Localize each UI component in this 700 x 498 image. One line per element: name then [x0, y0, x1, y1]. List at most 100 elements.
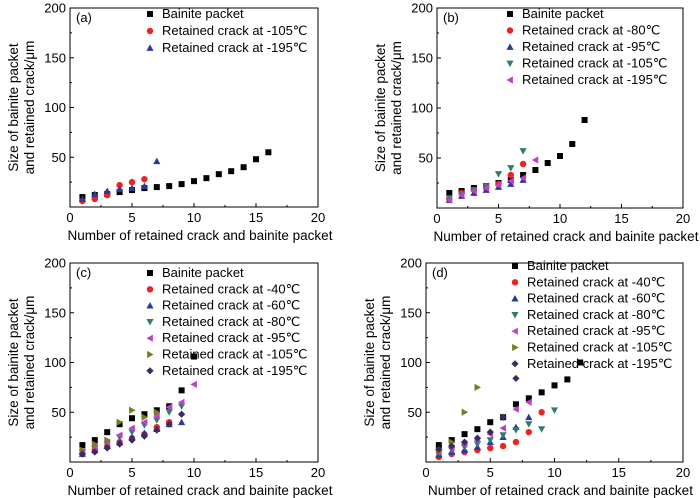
legend-label: Retained crack at -80℃ — [522, 23, 660, 38]
data-point — [512, 427, 520, 434]
data-point — [165, 420, 173, 428]
data-point — [79, 442, 86, 449]
y-tick-label: 50 — [419, 151, 433, 166]
data-point — [435, 445, 443, 453]
x-tick-label: 10 — [547, 465, 561, 480]
x-tick-label: 0 — [433, 211, 440, 226]
y-tick-label: 150 — [400, 305, 422, 320]
series-6 — [435, 383, 481, 455]
data-point — [128, 424, 135, 432]
data-point — [448, 442, 456, 450]
y-tick-label: 200 — [400, 256, 422, 271]
data-point — [499, 413, 507, 421]
data-point — [153, 426, 161, 434]
series-3 — [435, 413, 533, 458]
data-point — [544, 160, 551, 166]
data-point — [103, 444, 111, 452]
panel-tag: (d) — [432, 265, 448, 280]
data-point — [461, 408, 469, 416]
data-point — [78, 450, 86, 458]
data-point — [557, 153, 563, 159]
data-point — [153, 412, 160, 420]
legend-label: Retained crack at -80℃ — [162, 314, 300, 329]
data-point — [525, 395, 532, 402]
legend-marker — [511, 295, 519, 302]
data-point — [103, 187, 111, 194]
legend-marker — [511, 279, 519, 286]
y-axis-label-line: and retained crack/μm — [22, 296, 37, 430]
data-point — [116, 440, 124, 448]
y-tick-label: 100 — [44, 355, 66, 370]
data-point — [91, 190, 99, 197]
data-point — [129, 406, 136, 414]
data-point — [538, 426, 546, 433]
data-point — [499, 424, 506, 432]
y-tick-label: 100 — [44, 100, 66, 115]
legend-label: Retained crack at -105℃ — [522, 56, 667, 71]
x-tick-label: 0 — [66, 210, 73, 225]
legend-marker — [146, 27, 154, 35]
data-point — [494, 171, 503, 178]
data-point — [141, 175, 148, 183]
x-tick-label: 5 — [495, 211, 502, 226]
data-point — [581, 117, 588, 123]
data-point — [538, 409, 545, 416]
data-point — [474, 383, 481, 391]
data-point — [532, 167, 539, 173]
x-tick-label: 15 — [249, 210, 263, 225]
data-point — [178, 181, 185, 188]
data-point — [165, 403, 173, 411]
data-point — [551, 382, 558, 389]
legend-label: Retained crack at -60℃ — [162, 298, 300, 313]
legend-label: Retained crack at -95℃ — [162, 330, 300, 345]
x-tick-label: 10 — [553, 211, 567, 226]
legend-label: Retained crack at -60℃ — [527, 291, 665, 306]
data-point — [507, 171, 514, 179]
x-tick-label: 0 — [422, 465, 429, 480]
data-point — [474, 426, 481, 433]
data-point — [507, 177, 514, 185]
x-tick-label: 5 — [487, 465, 494, 480]
y-axis-label-line: and retained crack/μm — [22, 41, 37, 175]
data-point — [153, 408, 161, 416]
legend-label: Bainite packet — [527, 258, 609, 273]
data-point — [140, 432, 148, 440]
data-point — [265, 149, 272, 156]
data-point — [487, 444, 494, 452]
x-tick-label: 10 — [187, 210, 201, 225]
legend-marker — [506, 27, 514, 34]
legend-marker — [146, 302, 154, 309]
data-point — [512, 401, 519, 408]
data-point — [128, 436, 136, 444]
data-point — [116, 431, 123, 439]
data-point — [507, 165, 515, 172]
y-tick-label: 150 — [411, 51, 433, 66]
x-axis-label: Number of retained crack and bainite pac… — [68, 228, 333, 243]
legend-label: Retained crack at -40℃ — [527, 274, 665, 289]
legend-label: Retained crack at -195℃ — [162, 363, 307, 378]
data-point — [141, 411, 148, 418]
y-axis-label-line: and retained crack/μm — [389, 41, 404, 175]
data-point — [153, 157, 161, 165]
data-point — [499, 432, 507, 439]
data-point — [153, 184, 160, 191]
y-tick-label: 150 — [44, 50, 66, 65]
y-tick-label: 200 — [44, 1, 66, 16]
data-point — [253, 156, 259, 163]
y-tick-label: 150 — [44, 305, 66, 320]
data-point — [460, 438, 469, 446]
y-tick-label: 50 — [52, 150, 66, 165]
legend-label: Retained crack at -195℃ — [162, 40, 307, 55]
data-point — [519, 174, 526, 182]
data-point — [91, 195, 99, 203]
data-point — [512, 405, 519, 413]
chart-panel-2: 0 5 10 15 20 50 100 150 200 (b) Number of retained… — [373, 1, 699, 245]
data-point — [128, 178, 136, 186]
x-tick-label: 15 — [612, 465, 626, 480]
y-tick-label: 200 — [411, 1, 433, 16]
data-point — [486, 428, 494, 436]
x-tick-label: 15 — [249, 465, 263, 480]
data-point — [577, 359, 584, 366]
legend-label: Retained crack at -195℃ — [527, 356, 672, 371]
legend-marker — [512, 343, 519, 352]
